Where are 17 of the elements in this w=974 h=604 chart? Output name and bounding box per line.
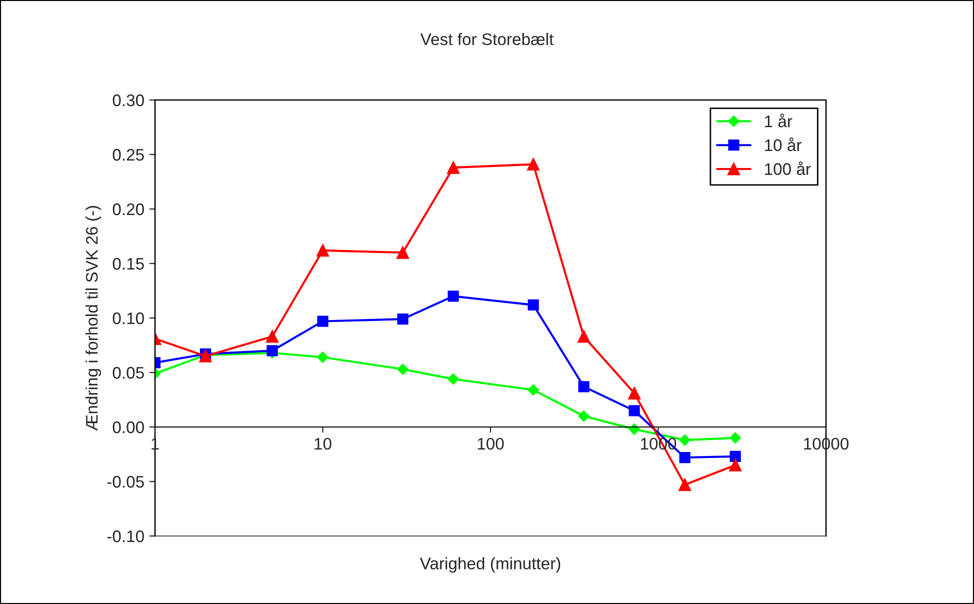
y-tick-label: 0.15	[112, 258, 144, 270]
y-tick-label: -0.05	[107, 476, 144, 488]
y-tick-label: 0.05	[112, 366, 144, 379]
y-tick-label: 0.20	[112, 203, 144, 216]
legend-label: 100 år	[765, 161, 811, 175]
y-axis-title: Ændring i forhold til SVK 26 (-)	[86, 206, 102, 431]
y-tick-label: -0.10	[107, 530, 144, 542]
y-tick-label: 0.10	[112, 312, 144, 324]
x-tick-label: 100	[478, 438, 504, 450]
y-tick-label: 0.30	[112, 94, 144, 106]
legend-label: 1 år	[765, 114, 792, 128]
legend-label: 10 år	[765, 138, 802, 152]
y-tick-label: 0.00	[112, 421, 144, 434]
x-axis-title: Varighed (minutter)	[420, 557, 560, 573]
x-tick-label: 10	[314, 438, 332, 450]
chart-title: Vest for Storebælt	[420, 32, 554, 46]
y-tick-label: 0.25	[112, 148, 144, 161]
